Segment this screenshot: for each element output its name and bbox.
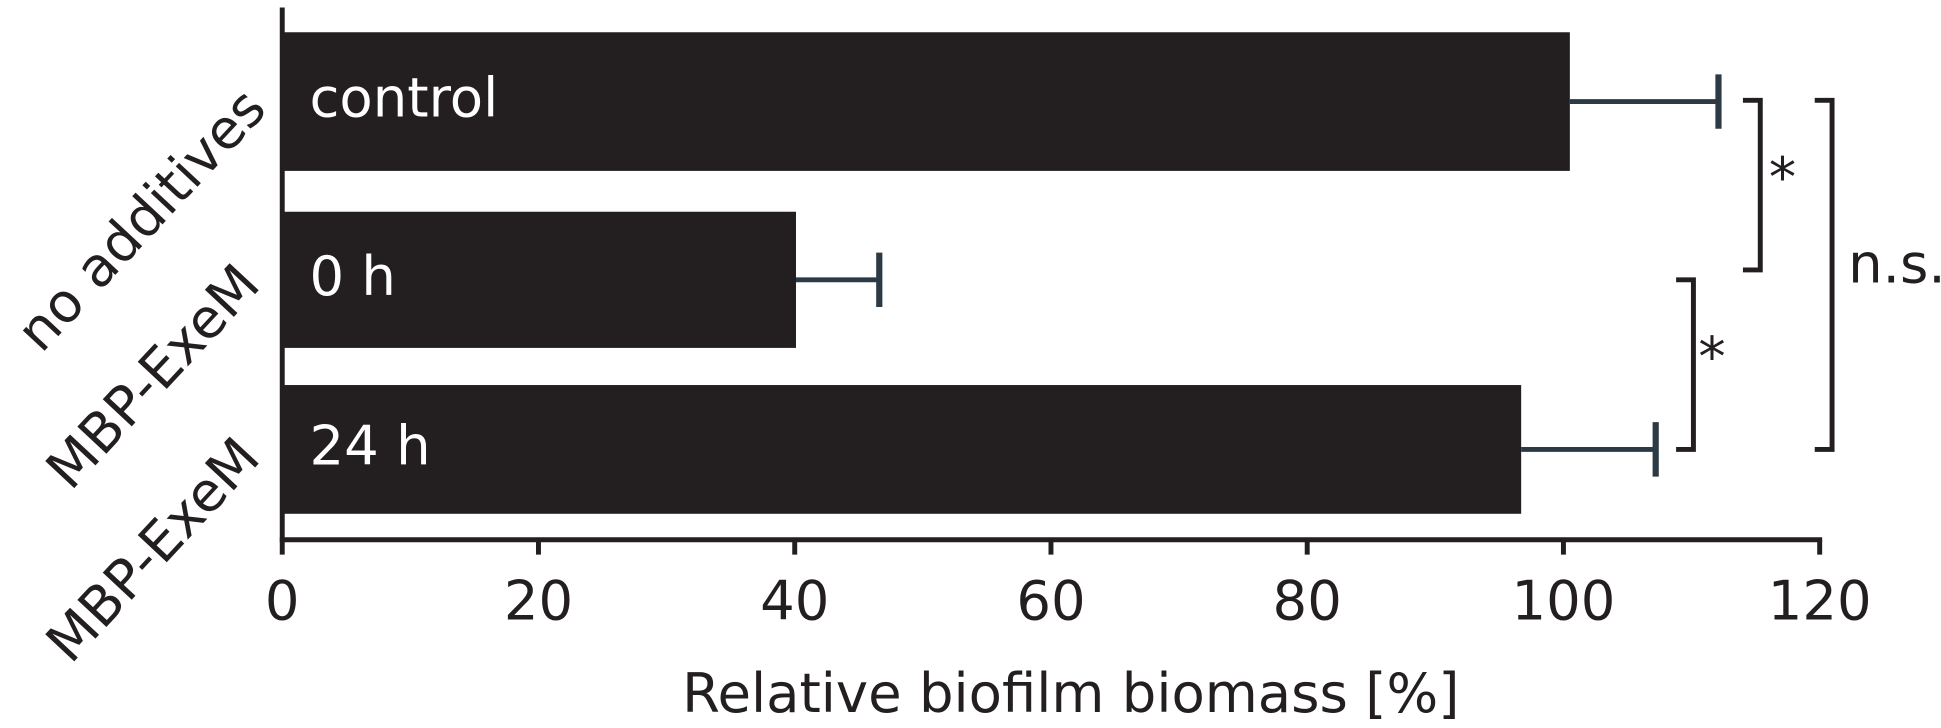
significance-bracket [1814, 97, 1835, 452]
x-axis-title: Relative biofilm biomass [%] [682, 661, 1459, 725]
x-tick-label: 80 [1273, 568, 1342, 632]
bar-label: control [309, 66, 498, 130]
x-tick-label: 60 [1016, 568, 1085, 632]
significance-label: * [1769, 145, 1796, 209]
significance-label: n.s. [1848, 232, 1941, 296]
bar-label: 24 h [309, 414, 430, 478]
bar [282, 385, 1522, 514]
significance-bracket [1742, 97, 1763, 273]
x-tick-label: 120 [1768, 568, 1872, 632]
bar [282, 211, 797, 348]
significance-label: * [1698, 324, 1725, 388]
x-tick-label: 20 [504, 568, 573, 632]
x-tick-label: 0 [265, 568, 300, 632]
x-tick-label: 100 [1511, 568, 1615, 632]
significance-bracket [1676, 277, 1696, 452]
bar-label: 0 h [309, 244, 395, 308]
x-tick-label: 40 [760, 568, 829, 632]
bar [282, 32, 1570, 171]
